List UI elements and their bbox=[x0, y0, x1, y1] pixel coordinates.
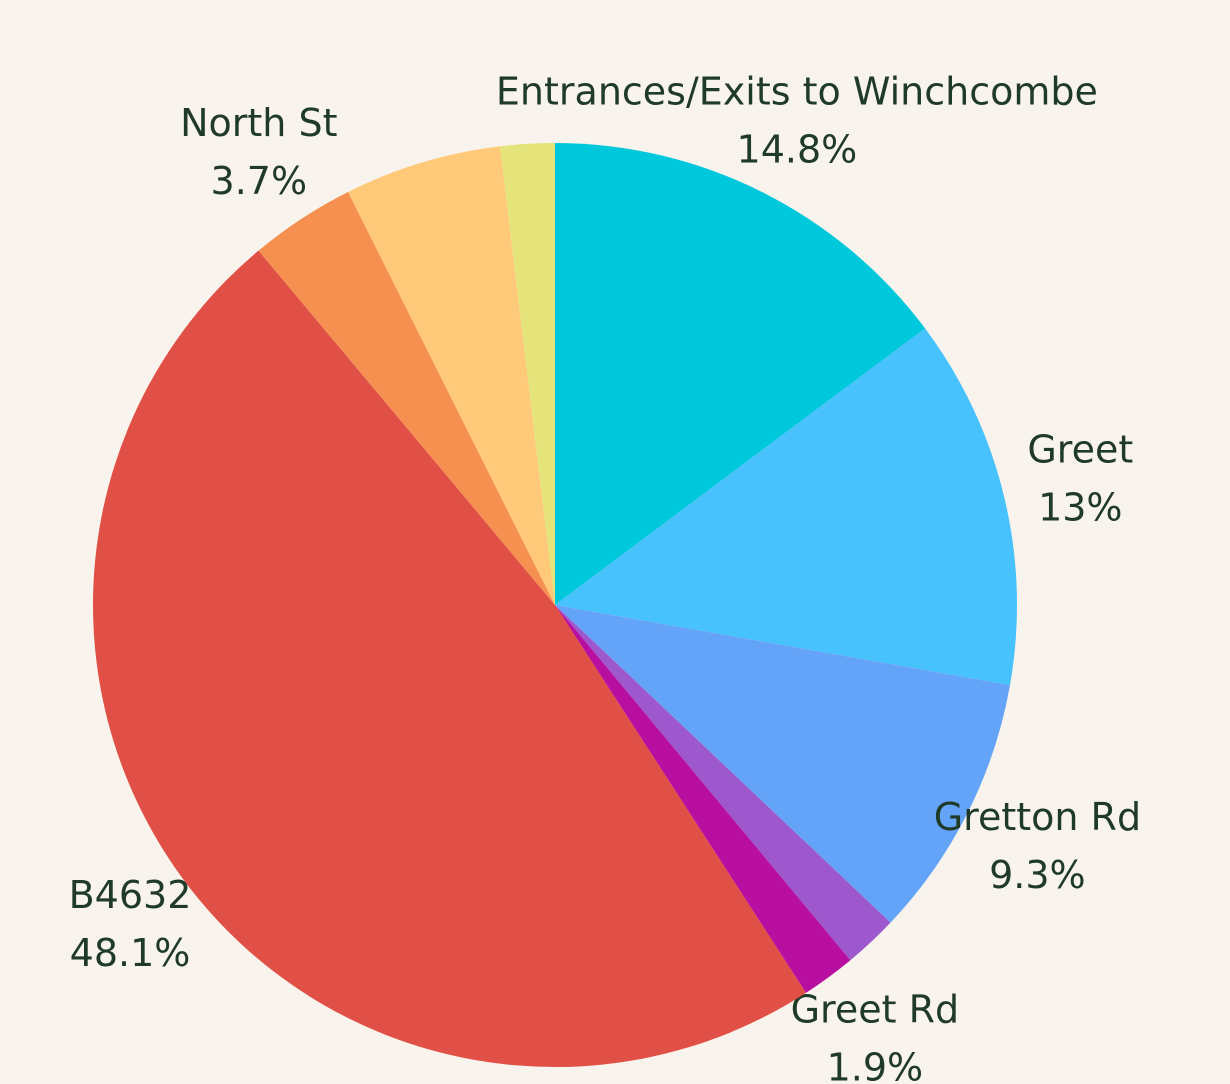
slice-label: Entrances/Exits to Winchcombe bbox=[496, 70, 1098, 114]
slice-value: 48.1% bbox=[70, 931, 191, 975]
slice-value: 1.9% bbox=[827, 1046, 924, 1084]
slice-value: 13% bbox=[1038, 485, 1122, 529]
pie-slice bbox=[348, 146, 555, 605]
pie-slice bbox=[258, 191, 555, 605]
slice-value: 14.8% bbox=[737, 128, 858, 172]
slice-value: 9.3% bbox=[989, 853, 1086, 897]
slice-label: B4632 bbox=[69, 873, 192, 917]
pie-slice bbox=[555, 143, 926, 605]
pie-slice bbox=[555, 605, 851, 993]
pie-slice bbox=[555, 605, 891, 961]
pie-slice bbox=[555, 605, 1011, 923]
slice-label: Gretton Rd bbox=[934, 795, 1141, 839]
pie-slice bbox=[555, 328, 1017, 686]
slice-value: 3.7% bbox=[211, 159, 308, 203]
slice-label: Greet bbox=[1027, 427, 1133, 471]
slice-label: North St bbox=[180, 101, 337, 145]
slice-label: Greet Rd bbox=[791, 988, 960, 1032]
pie-slice bbox=[92, 250, 806, 1068]
pie-slice bbox=[500, 143, 555, 605]
